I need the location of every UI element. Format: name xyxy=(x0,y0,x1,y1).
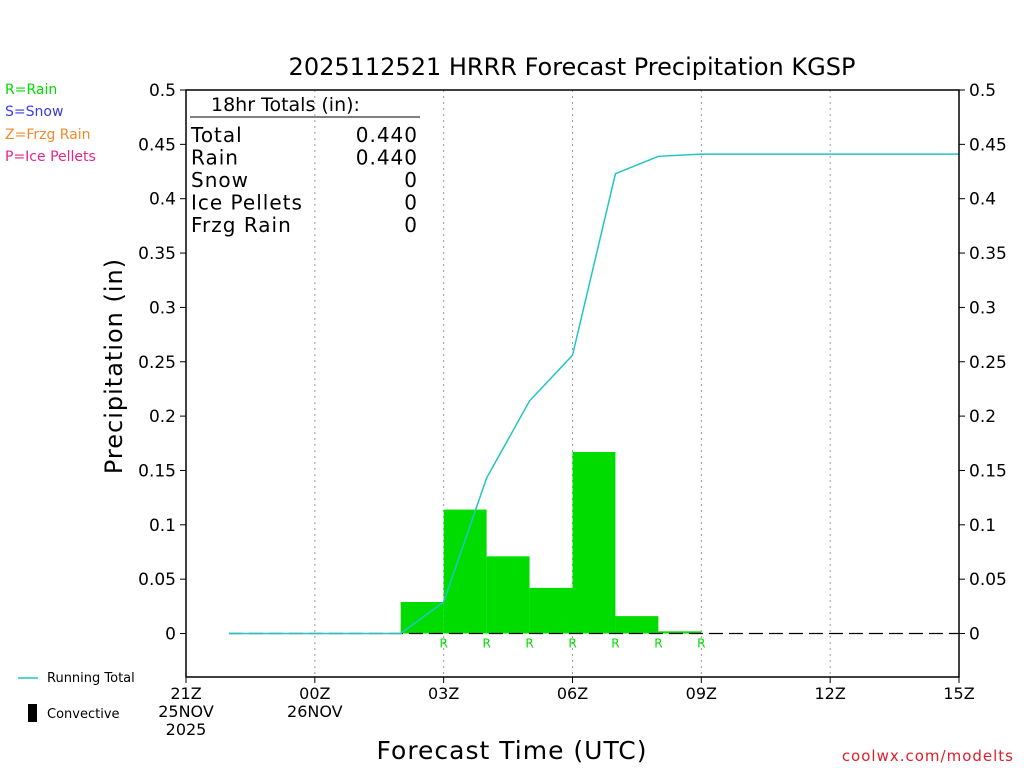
legend-ice-pellets: P=Ice Pellets xyxy=(5,149,96,165)
legend-snow: S=Snow xyxy=(5,104,64,120)
totals-row-label-2: Snow xyxy=(191,168,249,192)
totals-row-value-3: 0 xyxy=(404,191,418,215)
type-label-4: R xyxy=(611,637,619,651)
totals-row-value-0: 0.440 xyxy=(356,123,418,147)
running-total-legend-label: Running Total xyxy=(47,671,135,686)
type-label-3: R xyxy=(568,637,576,651)
y-tick-label-right-3: 0.15 xyxy=(969,461,1007,481)
y-tick-label-left-9: 0.45 xyxy=(138,135,176,155)
x-tick-label-1-0: 00Z xyxy=(299,684,330,703)
y-tick-label-left-5: 0.25 xyxy=(138,353,176,373)
y-tick-label-right-2: 0.1 xyxy=(969,516,996,536)
convective-legend-swatch xyxy=(28,704,37,722)
x-tick-label-0-2: 2025 xyxy=(166,720,207,739)
x-tick-label-0-1: 25NOV xyxy=(158,702,214,721)
type-label-5: R xyxy=(654,637,662,651)
x-tick-label-3-0: 06Z xyxy=(557,684,588,703)
bar-5 xyxy=(615,616,659,634)
totals-row-label-0: Total xyxy=(190,123,243,147)
y-axis-label: Precipitation (in) xyxy=(100,258,128,474)
bar-series xyxy=(400,451,702,634)
bottom-legend: Running Total Convective xyxy=(18,671,135,722)
y-tick-label-left-6: 0.3 xyxy=(149,298,176,318)
convective-legend-label: Convective xyxy=(47,707,120,722)
y-tick-label-right-1: 0.05 xyxy=(969,570,1007,590)
type-label-6: R xyxy=(697,637,705,651)
credit-text: coolwx.com/modelts xyxy=(842,747,1014,765)
y-tick-label-right-6: 0.3 xyxy=(969,298,996,318)
y-tick-label-right-10: 0.5 xyxy=(969,81,996,101)
totals-row-label-3: Ice Pellets xyxy=(191,191,303,215)
x-tick-label-5-0: 12Z xyxy=(815,684,846,703)
bar-2 xyxy=(486,556,530,634)
y-tick-label-left-7: 0.35 xyxy=(138,244,176,264)
x-tick-label-0-0: 21Z xyxy=(170,684,201,703)
bar-6 xyxy=(658,631,702,634)
y-tick-label-left-0: 0 xyxy=(165,625,176,645)
running-total-line xyxy=(228,153,959,635)
y-tick-label-left-3: 0.15 xyxy=(138,461,176,481)
x-tick-label-1-1: 26NOV xyxy=(287,702,343,721)
legend-frzg-rain: Z=Frzg Rain xyxy=(5,127,91,143)
totals-box: 18hr Totals (in): Total 0.440 Rain 0.440 Sno… xyxy=(190,94,420,237)
y-tick-label-left-10: 0.5 xyxy=(149,81,176,101)
bar-1 xyxy=(443,509,487,634)
type-label-1: R xyxy=(482,637,490,651)
x-tick-label-2-0: 03Z xyxy=(428,684,459,703)
type-label-2: R xyxy=(525,637,533,651)
totals-row-label-4: Frzg Rain xyxy=(191,213,292,237)
totals-header: 18hr Totals (in): xyxy=(211,94,360,116)
y-tick-label-left-2: 0.1 xyxy=(149,516,176,536)
y-tick-label-right-5: 0.25 xyxy=(969,353,1007,373)
x-axis-label: Forecast Time (UTC) xyxy=(377,736,648,765)
y-tick-label-left-8: 0.4 xyxy=(149,190,176,210)
x-tick-label-4-0: 09Z xyxy=(686,684,717,703)
y-tick-label-right-0: 0 xyxy=(969,625,980,645)
totals-row-value-4: 0 xyxy=(404,213,418,237)
running-total-series xyxy=(228,153,959,635)
y-tick-label-left-4: 0.2 xyxy=(149,407,176,427)
totals-row-value-2: 0 xyxy=(404,168,418,192)
y-tick-label-right-7: 0.35 xyxy=(969,244,1007,264)
y-tick-label-right-4: 0.2 xyxy=(969,407,996,427)
bar-3 xyxy=(529,587,573,634)
y-tick-label-right-8: 0.4 xyxy=(969,190,996,210)
y-axis: 0 00.05 0.050.1 0.10.15 0.150.2 0.20.25 0.250.… xyxy=(138,81,1007,645)
type-label-0: R xyxy=(439,637,447,651)
y-tick-label-right-9: 0.45 xyxy=(969,135,1007,155)
y-tick-label-left-1: 0.05 xyxy=(138,570,176,590)
legend-rain: R=Rain xyxy=(5,82,58,98)
grid-lines xyxy=(314,90,831,677)
bar-4 xyxy=(572,451,616,634)
x-tick-label-6-0: 15Z xyxy=(943,684,974,703)
totals-row-label-1: Rain xyxy=(191,146,239,170)
chart-title: 2025112521 HRRR Forecast Precipitation K… xyxy=(289,53,856,81)
totals-row-value-1: 0.440 xyxy=(356,146,418,170)
